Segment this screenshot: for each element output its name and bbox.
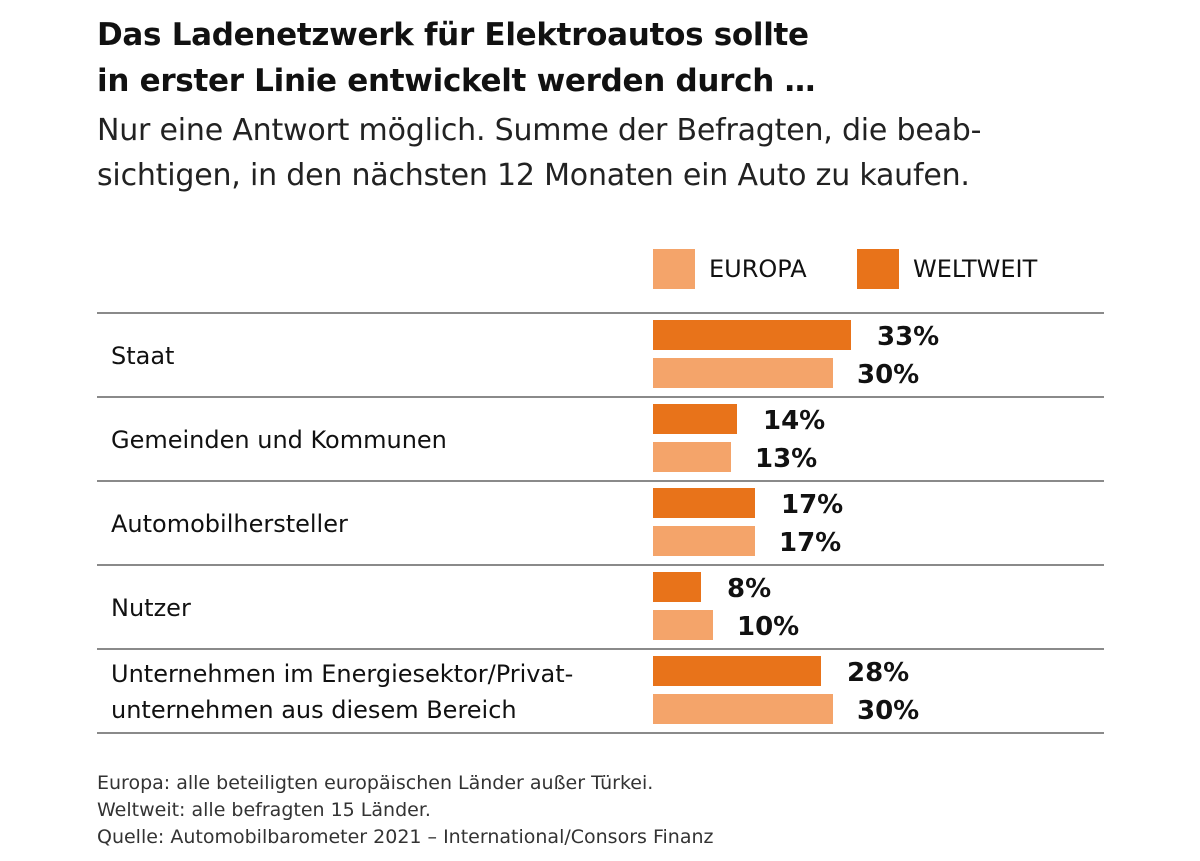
- category-label: Staat: [111, 342, 175, 370]
- row-divider: [97, 396, 1104, 398]
- value-label-weltweit: 14%: [763, 406, 826, 436]
- chart-title: Das Ladenetzwerk für Elektroautos sollte…: [97, 12, 1157, 104]
- value-label-weltweit: 8%: [727, 574, 772, 604]
- bar-europa: [653, 358, 833, 388]
- row-divider: [97, 648, 1104, 650]
- value-label-weltweit: 33%: [877, 322, 940, 352]
- value-label-europa: 30%: [857, 360, 920, 390]
- bar-weltweit: [653, 404, 737, 434]
- bar-europa: [653, 694, 833, 724]
- legend-swatch-weltweit: [857, 249, 899, 289]
- bar-europa: [653, 442, 731, 472]
- chart-subtitle: Nur eine Antwort möglich. Summe der Befr…: [97, 108, 1167, 198]
- value-label-weltweit: 28%: [847, 658, 910, 688]
- bar-weltweit: [653, 572, 701, 602]
- bar-weltweit: [653, 656, 821, 686]
- category-label: Gemeinden und Kommunen: [111, 426, 447, 454]
- footer-note-weltweit: Weltweit: alle befragten 15 Länder.: [97, 799, 431, 821]
- row-divider: [97, 732, 1104, 734]
- chart-subtitle-line-2: sichtigen, in den nächsten 12 Monaten ei…: [97, 158, 970, 193]
- bar-weltweit: [653, 488, 755, 518]
- bar-europa: [653, 526, 755, 556]
- category-label: unternehmen aus diesem Bereich: [111, 696, 517, 724]
- chart-subtitle-line-1: Nur eine Antwort möglich. Summe der Befr…: [97, 113, 982, 148]
- legend-swatch-europa: [653, 249, 695, 289]
- bar-weltweit: [653, 320, 851, 350]
- footer-source: Quelle: Automobilbarometer 2021 – Intern…: [97, 826, 714, 848]
- chart-title-line-1: Das Ladenetzwerk für Elektroautos sollte: [97, 17, 809, 53]
- footer-note-europa: Europa: alle beteiligten europäischen Lä…: [97, 772, 654, 794]
- row-divider: [97, 312, 1104, 314]
- value-label-europa: 30%: [857, 696, 920, 726]
- row-divider: [97, 480, 1104, 482]
- value-label-weltweit: 17%: [781, 490, 844, 520]
- legend-label-europa: EUROPA: [709, 255, 807, 283]
- category-label: Unternehmen im Energiesektor/Privat-: [111, 660, 574, 688]
- chart-footer: Europa: alle beteiligten europäischen Lä…: [97, 770, 713, 851]
- category-label: Automobilhersteller: [111, 510, 348, 538]
- value-label-europa: 13%: [755, 444, 818, 474]
- value-label-europa: 10%: [737, 612, 800, 642]
- category-label: Nutzer: [111, 594, 191, 622]
- bar-europa: [653, 610, 713, 640]
- value-label-europa: 17%: [779, 528, 842, 558]
- legend-label-weltweit: WELTWEIT: [913, 255, 1038, 283]
- chart-title-line-2: in erster Linie entwickelt werden durch …: [97, 63, 816, 99]
- row-divider: [97, 564, 1104, 566]
